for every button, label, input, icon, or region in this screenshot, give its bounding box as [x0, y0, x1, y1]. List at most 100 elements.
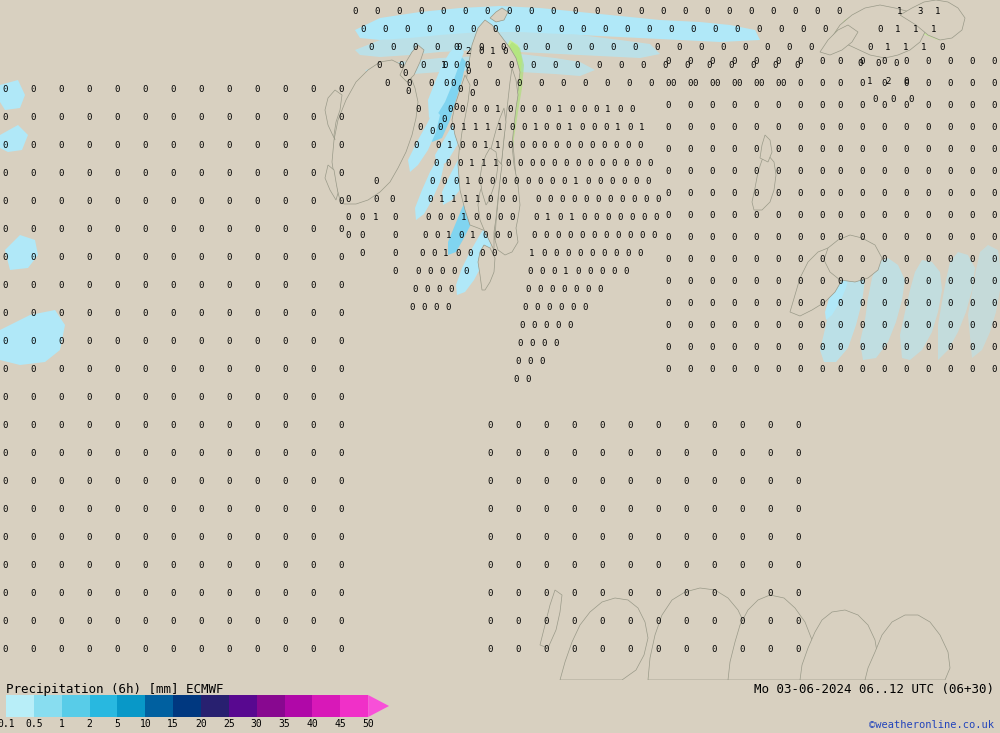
Text: 0: 0: [392, 249, 398, 259]
Text: 0: 0: [731, 190, 737, 199]
Text: 0: 0: [58, 477, 64, 487]
Text: 0: 0: [543, 561, 549, 570]
Text: 0: 0: [837, 168, 843, 177]
Text: 0: 0: [254, 309, 260, 319]
Text: 0: 0: [573, 285, 579, 295]
Text: 0: 0: [544, 43, 550, 53]
Text: 0: 0: [683, 646, 689, 655]
Polygon shape: [480, 148, 498, 205]
Text: 0: 0: [198, 86, 204, 95]
Text: 0: 0: [142, 309, 148, 319]
Text: 0: 0: [282, 506, 288, 515]
Text: 0: 0: [709, 123, 715, 133]
Text: 0: 0: [282, 589, 288, 599]
Text: 0: 0: [947, 278, 953, 287]
Text: 0: 0: [58, 281, 64, 290]
Text: 0: 0: [570, 303, 576, 312]
Text: 0: 0: [709, 190, 715, 199]
Text: 0: 0: [254, 366, 260, 375]
Text: 0: 0: [226, 337, 232, 347]
Text: 0: 0: [797, 145, 803, 155]
Text: 0: 0: [731, 212, 737, 221]
Text: 0: 0: [114, 309, 120, 319]
Text: 0: 0: [449, 213, 455, 223]
Text: 0: 0: [969, 256, 975, 265]
Text: 0: 0: [543, 123, 549, 133]
Text: 0: 0: [726, 7, 732, 17]
Text: 0: 0: [890, 95, 896, 105]
Text: 0: 0: [925, 256, 931, 265]
Text: 0: 0: [795, 506, 801, 515]
Text: 0: 0: [58, 561, 64, 570]
Text: 1: 1: [885, 43, 891, 51]
Text: 0: 0: [857, 59, 863, 68]
Text: 0: 0: [539, 358, 545, 366]
Text: 25: 25: [223, 719, 235, 729]
Polygon shape: [435, 108, 470, 168]
Text: 0: 0: [170, 617, 176, 627]
Text: 0: 0: [30, 421, 36, 430]
Text: 0: 0: [709, 278, 715, 287]
Text: 0: 0: [709, 256, 715, 265]
Bar: [90, 695, 117, 717]
Text: 0: 0: [58, 394, 64, 402]
Text: 0: 0: [687, 123, 693, 133]
Text: 0: 0: [254, 561, 260, 570]
Text: 1: 1: [557, 106, 563, 114]
Text: 0: 0: [338, 141, 344, 150]
Text: 0: 0: [392, 268, 398, 276]
Text: 0: 0: [731, 57, 737, 67]
Text: 0: 0: [310, 197, 316, 207]
Text: 3: 3: [917, 7, 923, 17]
Text: 0: 0: [338, 449, 344, 459]
Text: 0: 0: [198, 281, 204, 290]
Text: 0: 0: [969, 57, 975, 67]
Text: 5: 5: [114, 719, 120, 729]
Text: 0: 0: [775, 300, 781, 309]
Text: 0: 0: [142, 86, 148, 95]
Text: 2: 2: [885, 78, 891, 86]
Text: 0: 0: [720, 43, 726, 53]
Text: 0: 0: [491, 249, 497, 259]
Polygon shape: [400, 45, 424, 82]
Text: 0: 0: [282, 449, 288, 459]
Text: 0: 0: [2, 141, 8, 150]
Polygon shape: [900, 0, 965, 40]
Text: 0: 0: [515, 477, 521, 487]
Text: 0: 0: [30, 506, 36, 515]
Text: 0: 0: [419, 249, 425, 259]
Text: 35: 35: [279, 719, 290, 729]
Text: 0: 0: [509, 213, 515, 223]
Bar: [340, 695, 368, 717]
Text: 0: 0: [282, 477, 288, 487]
Text: 0: 0: [571, 449, 577, 459]
Text: 0: 0: [742, 43, 748, 53]
Text: 0: 0: [462, 7, 468, 17]
Text: 0: 0: [170, 337, 176, 347]
Text: 0: 0: [859, 234, 865, 243]
Text: 0: 0: [601, 141, 607, 150]
Text: 0: 0: [605, 213, 611, 223]
Text: 0: 0: [683, 534, 689, 542]
Text: 0: 0: [624, 26, 630, 34]
Text: 0: 0: [537, 177, 543, 186]
Text: 0: 0: [58, 646, 64, 655]
Text: 0: 0: [427, 268, 433, 276]
Text: 0: 0: [571, 196, 577, 205]
Text: 0: 0: [574, 62, 580, 70]
Text: 0: 0: [969, 190, 975, 199]
Text: 0: 0: [797, 300, 803, 309]
Text: 0: 0: [581, 213, 587, 223]
Text: 0: 0: [198, 141, 204, 150]
Text: 0: 0: [142, 337, 148, 347]
Text: 0: 0: [384, 79, 390, 89]
Text: 0: 0: [2, 534, 8, 542]
Text: 0: 0: [610, 43, 616, 53]
Text: 0: 0: [198, 617, 204, 627]
Text: 0: 0: [469, 89, 475, 98]
Text: 0: 0: [837, 344, 843, 353]
Text: 0: 0: [665, 212, 671, 221]
Text: Mo 03-06-2024 06..12 UTC (06+30): Mo 03-06-2024 06..12 UTC (06+30): [754, 683, 994, 696]
Text: 0: 0: [310, 366, 316, 375]
Text: 1: 1: [443, 249, 449, 259]
